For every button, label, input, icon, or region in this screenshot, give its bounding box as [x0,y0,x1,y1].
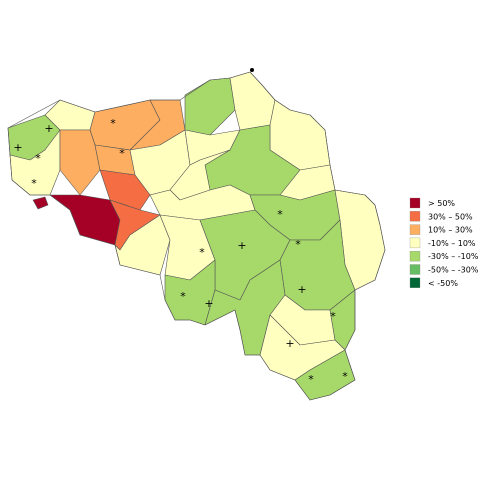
marker: + [204,297,213,310]
marker: * [342,370,348,383]
marker: + [13,141,22,154]
marker: * [31,177,37,190]
legend-label: 10% – 30% [428,226,473,235]
region [99,169,151,211]
marker: * [308,373,314,386]
marker: * [180,290,186,303]
legend-label: -10% – 10% [428,239,476,248]
marker: * [199,246,205,259]
marker: * [119,147,125,160]
legend-label: -30% – -10% [428,252,479,261]
legend-swatch [409,277,421,288]
legend-label: < -50% [428,279,458,288]
legend-swatch [409,237,421,249]
legend-label: 30% – 50% [428,212,473,221]
region [184,77,236,136]
marker: * [295,238,301,251]
legend-label: > 50% [428,199,455,208]
marker: * [330,310,336,323]
legend-swatch [409,211,421,222]
legend-swatch [409,224,421,235]
legend: > 50% 30% – 50% 10% – 30% -10% – 10% -30% – … [409,197,479,288]
legend-swatch [409,251,421,262]
country-border [7,71,386,401]
marker: * [277,208,283,221]
marker: + [44,122,53,135]
legend-swatch [409,264,421,275]
region [229,71,276,131]
marker: + [297,283,306,296]
marker: * [35,152,41,165]
legend-label: -50% – -30% [428,266,479,275]
marker: + [285,337,294,350]
marker: + [237,239,246,252]
legend-swatch [409,197,421,209]
region [32,196,49,210]
marker: * [110,117,116,130]
markers: + + + + + + * * * * * * * * * * * [13,117,348,386]
enclave [250,68,254,72]
regions [7,68,386,401]
